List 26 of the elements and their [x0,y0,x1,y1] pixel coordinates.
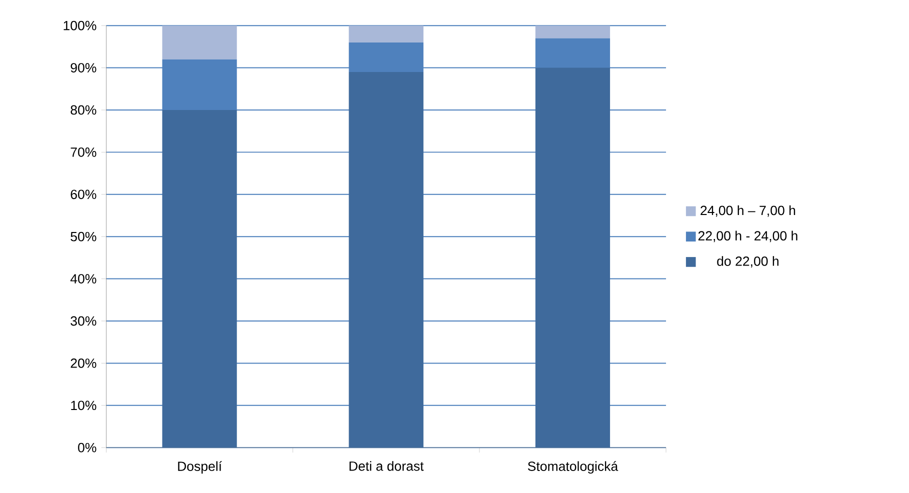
x-tick-label: Dospelí [178,461,222,474]
bar [162,59,237,110]
legend-label: do 22,00 h [717,256,778,268]
y-tick-label: 10% [71,400,96,410]
bar [348,26,424,43]
legend-label: 24,00 h – 7,00 h [700,205,796,217]
bar [535,38,610,68]
y-tick-label: 80% [70,105,96,115]
y-tick-label: 30% [70,316,96,326]
bar [162,26,237,60]
y-tick-label: 40% [70,274,96,284]
x-tick-label: Stomatologická [528,461,618,474]
y-tick-label: 100% [64,20,96,30]
bar [535,26,610,38]
bar [348,42,424,72]
y-tick-label: 50% [70,232,96,242]
y-tick-label: 70% [70,148,96,157]
y-tick-label: 20% [70,358,96,368]
bar [162,110,237,448]
y-tick-label: 0% [78,442,96,452]
bar [348,72,424,448]
bar [535,68,610,448]
x-tick-label: Deti a dorast [350,461,424,471]
y-tick-label: 60% [70,190,96,200]
y-tick-label: 90% [70,63,96,73]
legend-label: 22,00 h - 24,00 h [698,230,798,242]
